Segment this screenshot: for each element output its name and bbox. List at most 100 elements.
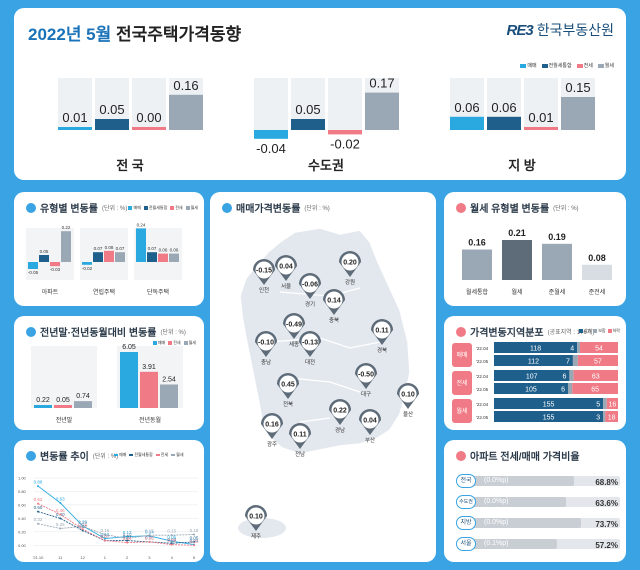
bar-up-label: 112 xyxy=(528,359,539,366)
bar xyxy=(136,228,146,262)
ratio-card: 아파트 전세/매매 가격비율 (0.0%p) 68.8% 전국 (0.0%p) … xyxy=(444,440,626,562)
chart-icon xyxy=(222,202,232,213)
bar-down-label: 57 xyxy=(594,359,602,366)
marker-face xyxy=(331,401,349,419)
bar-up xyxy=(494,355,573,366)
series-point xyxy=(170,540,173,543)
bar-value-label: 0.00 xyxy=(136,110,161,125)
map-marker: -0.10 충남 xyxy=(255,331,277,366)
marker-value: -0.49 xyxy=(286,322,302,329)
series-point xyxy=(59,501,62,504)
bar xyxy=(582,264,612,280)
bar-flat xyxy=(569,370,574,381)
bar-value-label: 0.07 xyxy=(116,246,125,251)
brand-logo: RE3 한국부동산원 xyxy=(507,20,614,40)
cumulative-bar-chart: 0.22 0.05 0.74 전년말 6.05 3.91 2.54 전년동월 xyxy=(31,344,183,424)
jeju-shape xyxy=(238,518,286,538)
group-label-bg xyxy=(452,371,472,395)
monthly-rent-title: 월세 유형별 변동률 xyxy=(470,204,550,215)
logo-mark: RE3 xyxy=(506,21,534,39)
trend-title: 변동률 추이 xyxy=(40,452,89,463)
point-label: 0.13 xyxy=(123,530,132,535)
category-label: 단독주택 xyxy=(147,288,169,296)
marker-value: -0.13 xyxy=(302,340,318,347)
y-tick-label: 0.20 xyxy=(18,529,27,534)
by-type-title: 유형별 변동률 xyxy=(40,204,98,215)
legend-item: 월세 xyxy=(597,62,614,69)
bar-track xyxy=(328,78,362,130)
page-title: 2022년 5월 전국주택가격동향 xyxy=(28,20,241,45)
bar-value-label: 0.22 xyxy=(36,397,50,404)
bar-value-label: -0.02 xyxy=(330,136,360,151)
point-label: 0.00 xyxy=(190,539,199,544)
series-point xyxy=(37,485,39,488)
bar xyxy=(169,253,179,262)
map-marker: 0.11 경북 xyxy=(371,319,393,354)
marker-value: 0.22 xyxy=(333,408,347,415)
marker-label: 전북 xyxy=(283,400,293,408)
bar-value-label: 0.15 xyxy=(565,80,590,95)
bar xyxy=(365,92,399,130)
marker-face xyxy=(325,291,343,309)
series-point xyxy=(59,513,62,516)
series-line xyxy=(37,503,195,546)
period-label: '22.04 xyxy=(476,402,489,407)
bar xyxy=(132,127,166,130)
ratio-bar: (0.0%p) 68.8% xyxy=(472,476,620,487)
chart-icon xyxy=(456,450,466,461)
marker-label: 광주 xyxy=(267,441,277,448)
summary-card: 2022년 5월 전국주택가격동향 RE3 한국부동산원 매매 전월세통합 전세… xyxy=(14,8,626,180)
trend-line-chart: 1.000.800.600.400.200.00'21.10 11 12 1 2 3 4 50… xyxy=(18,476,199,561)
group-label: 전세 xyxy=(456,379,467,387)
bar xyxy=(158,253,168,262)
point-label: 0.07 xyxy=(100,534,109,539)
map-marker: -0.50 대구 xyxy=(355,363,377,398)
chart-icon xyxy=(456,326,466,337)
bar-value-label: 6.05 xyxy=(122,344,136,351)
series-point xyxy=(170,534,173,537)
group-label-bg xyxy=(452,399,472,423)
bar xyxy=(561,97,595,130)
group-label-bg xyxy=(452,343,472,367)
marker-value: -0.50 xyxy=(358,372,374,379)
map-marker: 0.20 강원 xyxy=(339,251,361,286)
bar-down-label: 65 xyxy=(591,387,599,394)
ratio-row: (0.0%p) 68.8% 전국 xyxy=(456,474,620,488)
point-label: 0.24 xyxy=(78,523,87,528)
bar-track xyxy=(132,78,166,130)
x-tick-label: 2 xyxy=(126,555,129,560)
bar xyxy=(50,262,60,267)
ratio-row: (0.1%p) 57.2% 서울 xyxy=(456,537,620,551)
point-label: 0.01 xyxy=(190,538,199,543)
bar-value-label: 0.24 xyxy=(137,222,146,227)
bar xyxy=(93,252,103,262)
series-line xyxy=(37,485,195,546)
map-marker: 0.16 광주 xyxy=(261,413,283,448)
bar xyxy=(462,249,492,280)
chart-icon xyxy=(26,202,36,213)
cumulative-title: 전년말·전년동월대비 변동률 xyxy=(40,328,157,339)
bar-down-label: 63 xyxy=(592,374,600,381)
ratio-region: 전국 xyxy=(456,474,476,488)
y-tick-label: 0.00 xyxy=(18,543,27,548)
marker-face xyxy=(361,411,379,429)
marker-face xyxy=(301,333,319,351)
bar xyxy=(74,401,92,408)
point-label: 0.15 xyxy=(167,529,176,534)
ratio-region: 서울 xyxy=(456,537,476,551)
distribution-card: 가격변동지역분포 (공표지역 : 176개) 상승 보합 하락 매매 '22.04… xyxy=(444,316,626,430)
marker-label: 강원 xyxy=(345,278,355,286)
distribution-unit: (공표지역 : 176개) xyxy=(547,330,595,336)
point-label: 0.07 xyxy=(100,534,109,539)
x-tick-label: 12 xyxy=(80,555,85,560)
bar-value-label: 0.22 xyxy=(62,225,71,230)
bar-up xyxy=(494,411,604,422)
point-label: 0.25 xyxy=(56,522,65,527)
title-rest: 전국주택가격동향 xyxy=(116,25,242,44)
ratio-row: (0.0%p) 73.7% 지방 xyxy=(456,516,620,530)
series-point xyxy=(59,527,62,530)
bar-value-label: 0.08 xyxy=(588,253,606,263)
point-label: 0.88 xyxy=(34,480,43,485)
bar-up xyxy=(494,398,604,409)
series-point xyxy=(103,533,106,536)
